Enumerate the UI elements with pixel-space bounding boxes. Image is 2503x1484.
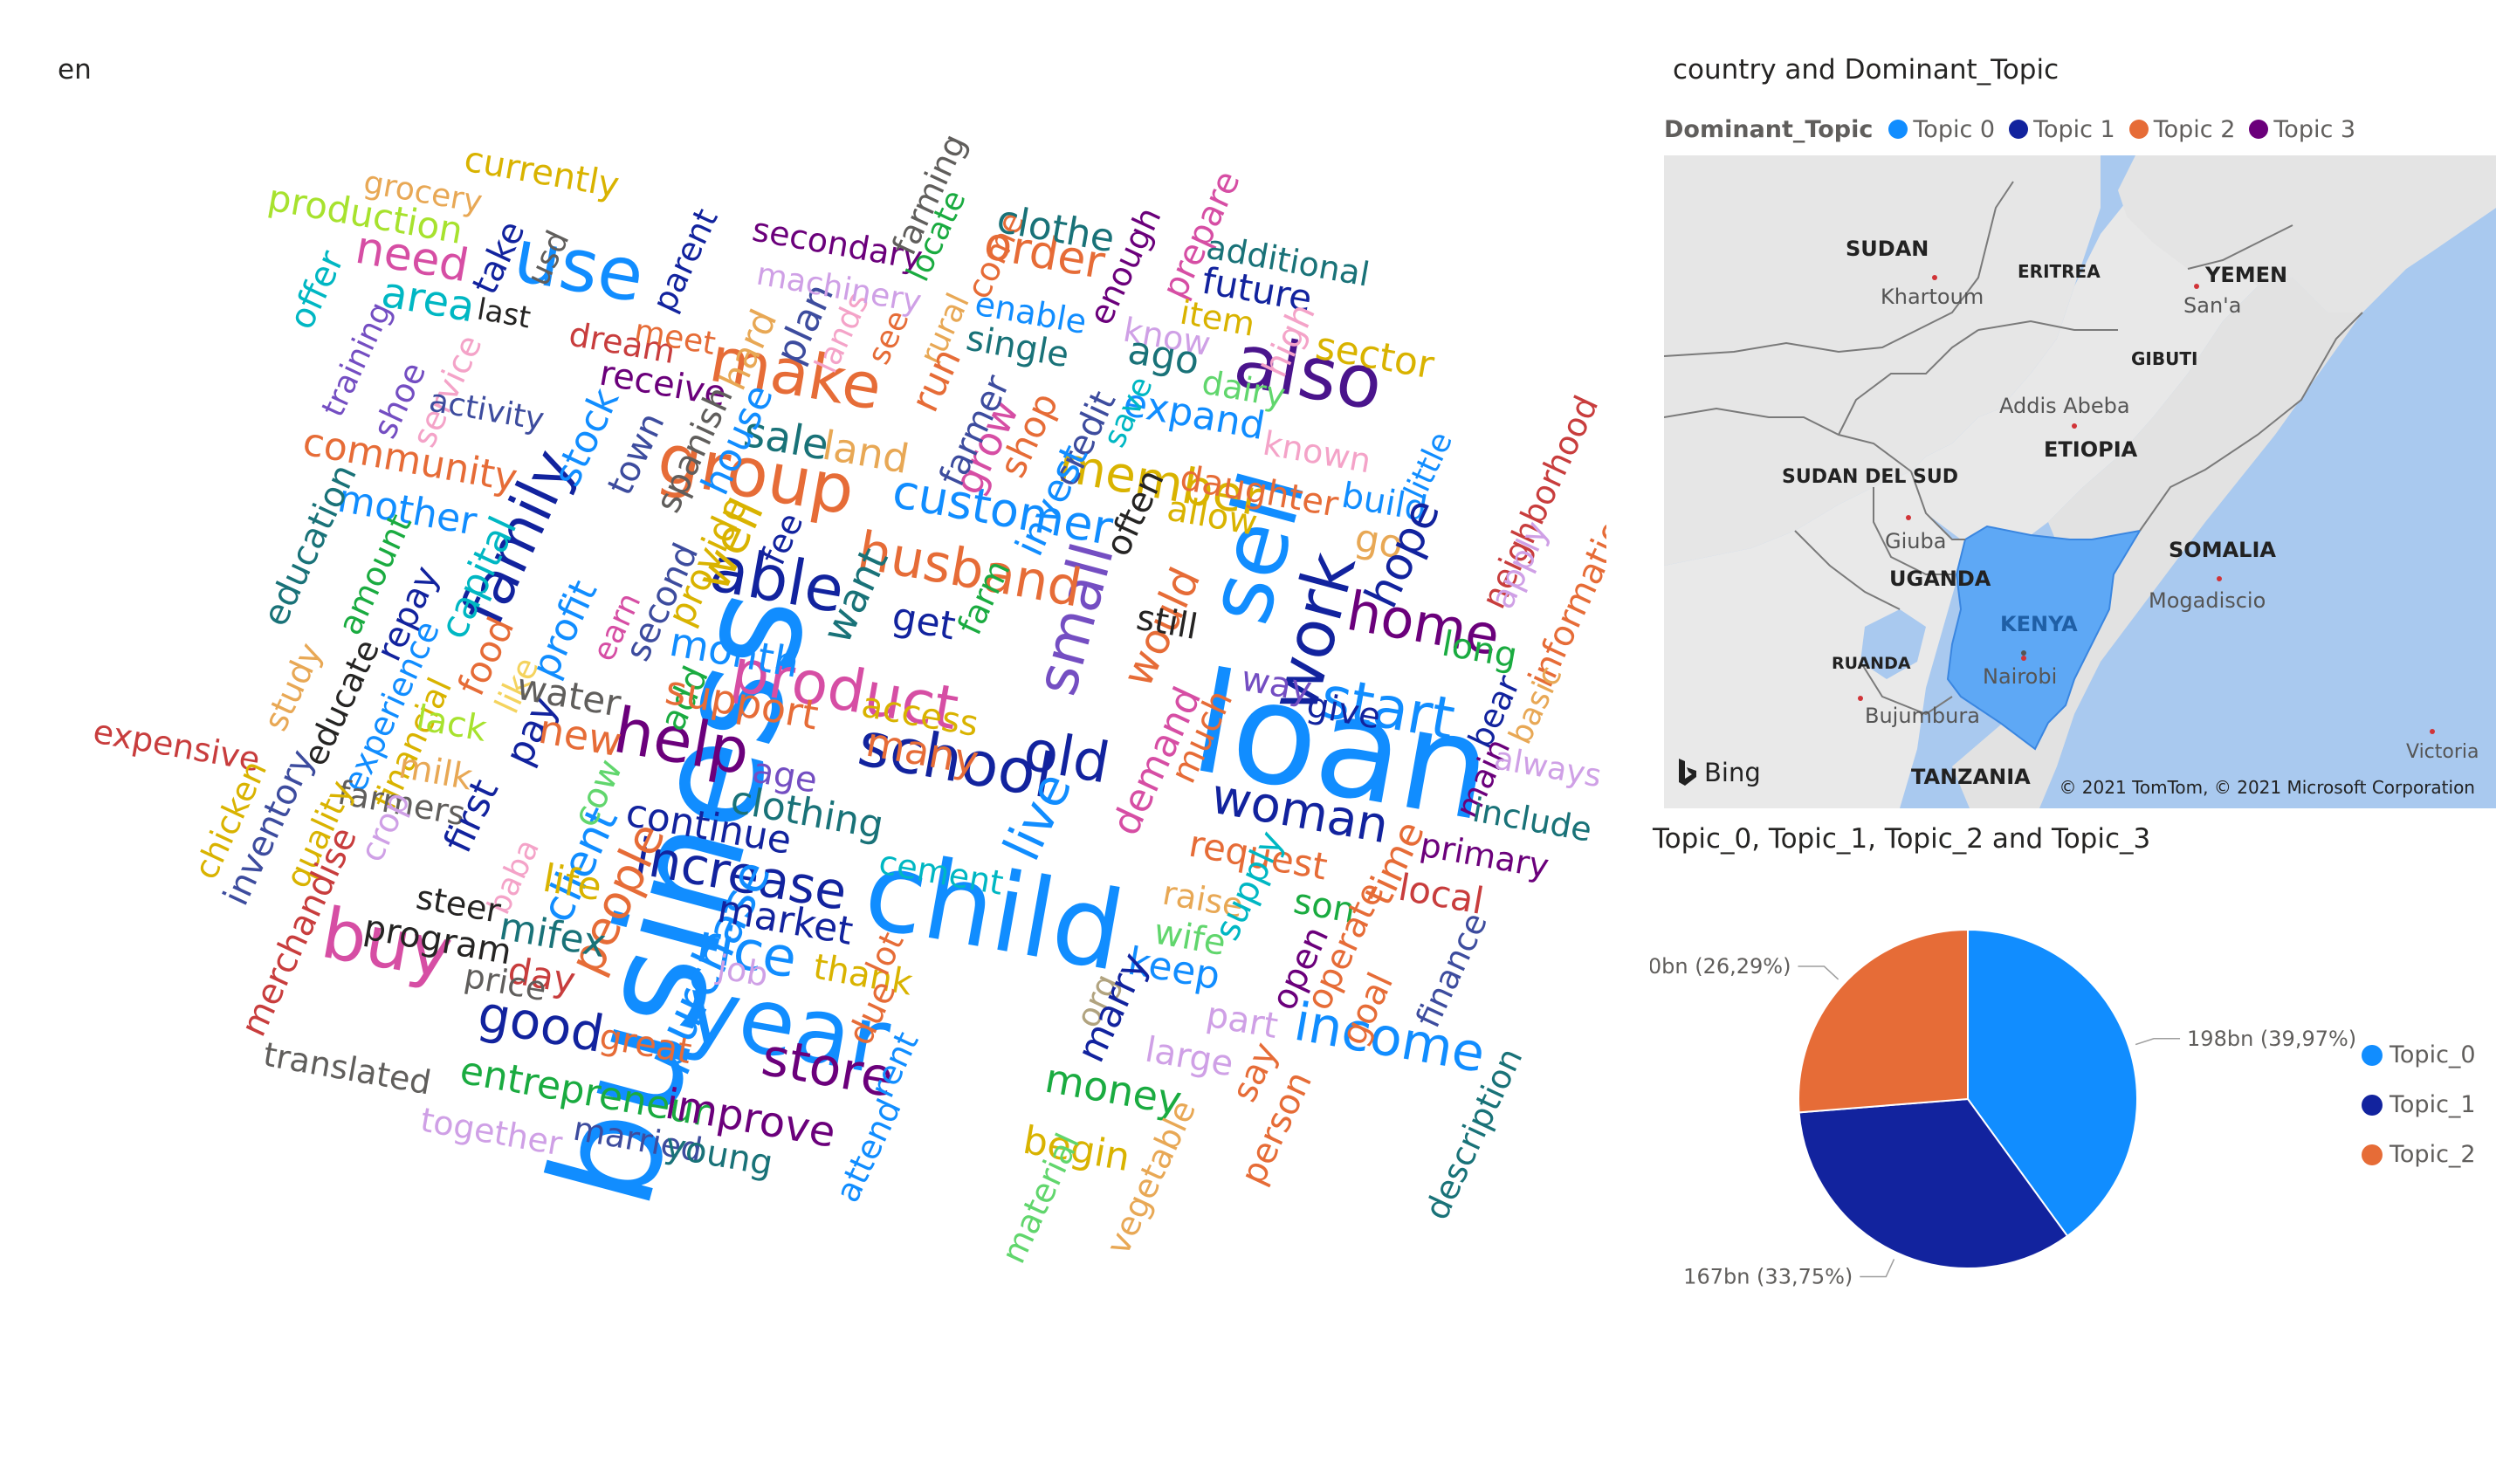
word-run[interactable]: run bbox=[903, 341, 970, 419]
label-uganda: UGANDA bbox=[1889, 567, 1991, 591]
label-victoria: Victoria bbox=[2406, 741, 2479, 763]
word-parent[interactable]: parent bbox=[644, 203, 725, 317]
label-sanaa: San'a bbox=[2183, 293, 2241, 318]
map-legend: Dominant_Topic Topic 0 Topic 1 Topic 2 Topi… bbox=[1664, 112, 2362, 147]
legend-dot-icon bbox=[2009, 120, 2029, 139]
pie-slice-Topic_0[interactable] bbox=[1967, 928, 2138, 1238]
pie-leader-line bbox=[1860, 1259, 1895, 1278]
pie-legend-item[interactable]: Topic_1 bbox=[2362, 1080, 2476, 1130]
label-gibuti: GIBUTI bbox=[2131, 348, 2197, 369]
label-addis: Addis Abeba bbox=[1999, 394, 2130, 418]
legend-dot-icon bbox=[2249, 120, 2269, 139]
pie-legend-item[interactable]: Topic_2 bbox=[2362, 1130, 2476, 1179]
pie-slice-Topic_2[interactable] bbox=[1798, 928, 1969, 1114]
label-ruanda: RUANDA bbox=[1832, 654, 1911, 673]
pie-leader-line bbox=[2135, 1038, 2181, 1046]
label-mogadiscio: Mogadiscio bbox=[2149, 588, 2266, 613]
pie-legend-label: Topic_0 bbox=[2390, 1041, 2476, 1068]
pie-data-label: 130bn (26,29%) bbox=[1650, 954, 1791, 979]
map-legend-item[interactable]: Topic 3 bbox=[2249, 116, 2355, 143]
map-legend-label: Topic 2 bbox=[2153, 115, 2236, 143]
legend-dot-icon bbox=[2362, 1044, 2383, 1066]
word-currently[interactable]: currently bbox=[461, 140, 622, 206]
label-nairobi: Nairobi bbox=[1983, 664, 2057, 689]
label-khartoum: Khartoum bbox=[1881, 285, 1984, 309]
wordcloud-title: en bbox=[58, 54, 92, 86]
word-known[interactable]: known bbox=[1260, 424, 1373, 481]
label-eritrea: ERITREA bbox=[2018, 261, 2101, 282]
word-attend[interactable]: attend bbox=[828, 1093, 909, 1208]
label-bujumbura: Bujumbura bbox=[1865, 704, 1980, 728]
map-legend-title: Dominant_Topic bbox=[1664, 115, 1874, 143]
label-yemen: YEMEN bbox=[2204, 263, 2287, 287]
pie-legend-label: Topic_1 bbox=[2390, 1091, 2476, 1118]
legend-dot-icon bbox=[2128, 120, 2149, 139]
word-offer[interactable]: offer bbox=[281, 244, 352, 335]
map-canvas[interactable]: SUDAN Khartoum ERITREA YEMEN San'a GIBUT… bbox=[1664, 155, 2496, 808]
word-finance[interactable]: finance bbox=[1408, 907, 1495, 1034]
map-legend-item[interactable]: Topic 2 bbox=[2128, 115, 2236, 143]
map-legend-label: Topic 0 bbox=[1913, 115, 1996, 143]
word-translated[interactable]: translated bbox=[260, 1035, 434, 1103]
pie-legend-item[interactable]: Topic_0 bbox=[2362, 1030, 2476, 1080]
word-long[interactable]: long bbox=[1439, 624, 1520, 677]
label-sudan-sud: SUDAN DEL SUD bbox=[1782, 466, 1958, 488]
word-job[interactable]: job bbox=[713, 947, 771, 994]
map-legend-label: Topic 3 bbox=[2273, 115, 2356, 143]
map-copyright: © 2021 TomTom, © 2021 Microsoft Corporat… bbox=[2059, 777, 2475, 798]
map-area[interactable]: SUDAN Khartoum ERITREA YEMEN San'a GIBUT… bbox=[1664, 155, 2496, 808]
map-legend-item[interactable]: Topic 1 bbox=[2009, 116, 2115, 143]
word-cloud[interactable]: business loanchildyearsellusealsomakegrou… bbox=[52, 105, 1606, 1353]
pie-legend-label: Topic_2 bbox=[2390, 1141, 2476, 1168]
map-legend-item[interactable]: Topic 0 bbox=[1888, 116, 1995, 143]
legend-dot-icon bbox=[1888, 120, 1908, 139]
word-little[interactable]: little bbox=[1398, 427, 1460, 505]
pie-legend: Topic_0 Topic_1 Topic_2 bbox=[2362, 1030, 2476, 1179]
map-legend-label: Topic 1 bbox=[2033, 115, 2115, 143]
label-giuba: Giuba bbox=[1885, 529, 1946, 553]
bing-logo: Bing bbox=[1676, 758, 1761, 787]
pie-leader-line bbox=[1798, 965, 1839, 980]
pie-data-label: 198bn (39,97%) bbox=[2187, 1027, 2356, 1051]
label-somalia: SOMALIA bbox=[2169, 538, 2276, 562]
pie-slice-Topic_1[interactable] bbox=[1798, 1097, 2069, 1269]
label-kenya: KENYA bbox=[2000, 612, 2078, 636]
bing-icon bbox=[1679, 759, 1696, 786]
map-title: country and Dominant_Topic bbox=[1673, 54, 2059, 86]
label-etiopia: ETIOPIA bbox=[2044, 437, 2138, 462]
word-get[interactable]: get bbox=[889, 594, 959, 649]
pie-title: Topic_0, Topic_1, Topic_2 and Topic_3 bbox=[1653, 823, 2151, 855]
bing-label: Bing bbox=[1704, 758, 1761, 787]
word-always[interactable]: always bbox=[1491, 740, 1604, 794]
legend-dot-icon bbox=[2362, 1094, 2383, 1116]
label-tanzania: TANZANIA bbox=[1911, 765, 2031, 789]
word-go[interactable]: go bbox=[1351, 516, 1406, 568]
label-sudan: SUDAN bbox=[1846, 237, 1929, 261]
legend-dot-icon bbox=[2362, 1144, 2383, 1165]
word-old[interactable]: old bbox=[1019, 718, 1114, 797]
pie-data-label: 167bn (33,75%) bbox=[1683, 1264, 1853, 1288]
pie-chart[interactable]: 198bn (39,97%) 167bn (33,75%) 130bn (26,29… bbox=[1650, 864, 2497, 1318]
word-life[interactable]: life bbox=[540, 856, 605, 910]
